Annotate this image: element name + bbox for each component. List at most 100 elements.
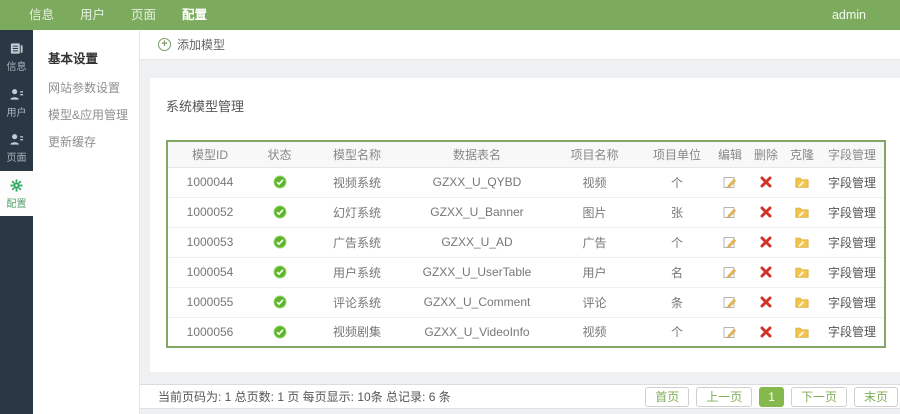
cell-model-id: 1000055 (167, 287, 252, 318)
col-header-clone: 克隆 (784, 141, 820, 168)
cell-model-name: 广告系统 (307, 227, 407, 258)
col-header-model-name: 模型名称 (307, 141, 407, 168)
field-mgmt-link[interactable]: 字段管理 (827, 325, 876, 340)
cell-model-name: 幻灯系统 (307, 197, 407, 228)
cell-table-name: GZXX_U_Banner (407, 197, 547, 228)
cell-project-name: 视频 (547, 167, 642, 198)
clone-icon[interactable] (795, 325, 809, 339)
delete-icon[interactable] (759, 205, 773, 219)
delete-icon[interactable] (759, 235, 773, 249)
add-model-button[interactable]: + 添加模型 (158, 36, 225, 53)
nav-item-users[interactable]: 用户 (80, 8, 106, 22)
nav-item-pages[interactable]: 页面 (131, 8, 157, 22)
top-navbar: 信息 用户 页面 配置 admin (0, 0, 900, 30)
table-row: 1000053 广告系统 GZXX_U_AD 广告 个 字段管理 (167, 227, 885, 258)
cell-table-name: GZXX_U_VideoInfo (424, 324, 530, 339)
clone-icon[interactable] (795, 205, 809, 219)
field-mgmt-link[interactable]: 字段管理 (827, 265, 876, 280)
sidebar-item-info[interactable]: 信息 (0, 34, 33, 80)
cell-project-unit: 条 (642, 287, 712, 318)
sidebar-item-config[interactable]: 配置 (0, 170, 33, 216)
submenu-item-refresh-cache[interactable]: 更新缓存 (48, 135, 97, 149)
circle-plus-icon: + (158, 38, 171, 51)
clone-icon[interactable] (795, 235, 809, 249)
user-menu[interactable]: admin (831, 8, 866, 22)
submenu-item-site-params[interactable]: 网站参数设置 (48, 81, 121, 95)
edit-icon[interactable] (723, 205, 737, 219)
edit-icon[interactable] (723, 175, 737, 189)
col-header-field-mgmt: 字段管理 (820, 141, 885, 168)
field-mgmt-link[interactable]: 字段管理 (827, 295, 876, 310)
next-page-button[interactable]: 下一页 (790, 386, 847, 407)
col-header-delete: 删除 (748, 141, 784, 168)
cell-model-name: 视频系统 (307, 167, 407, 198)
field-mgmt-link[interactable]: 字段管理 (827, 205, 876, 220)
action-toolbar: + 添加模型 (140, 30, 900, 60)
prev-page-button[interactable]: 上一页 (696, 386, 753, 407)
submenu-item-basic-settings[interactable]: 基本设置 (48, 52, 99, 66)
cell-project-name: 视频 (582, 325, 607, 340)
top-nav-menu: 信息 用户 页面 配置 (16, 0, 220, 30)
cell-model-name: 评论系统 (307, 287, 407, 318)
cell-model-id: 1000054 (167, 257, 252, 288)
edit-icon[interactable] (723, 325, 737, 339)
col-header-model-id: 模型ID (167, 141, 252, 168)
col-header-project-name: 项目名称 (547, 141, 642, 168)
sidebar-item-label: 用户 (6, 107, 27, 119)
delete-icon[interactable] (759, 295, 773, 309)
status-enabled-icon[interactable] (273, 265, 287, 279)
cell-table-name: GZXX_U_QYBD (407, 167, 547, 198)
model-table: 模型ID 状态 模型名称 数据表名 项目名称 项目单位 编辑 删除 克隆 字段管… (166, 140, 886, 348)
submenu-item-model-app-mgmt[interactable]: 模型&应用管理 (48, 108, 129, 122)
cell-project-unit: 张 (642, 197, 712, 228)
last-page-button[interactable]: 末页 (853, 386, 898, 407)
settings-submenu: 基本设置 网站参数设置 模型&应用管理 更新缓存 (33, 30, 140, 414)
pagination-bar: 当前页码为: 1 总页数: 1 页 每页显示: 10条 总记录: 6 条 首页 … (140, 384, 900, 409)
nav-item-config[interactable]: 配置 (182, 8, 208, 22)
table-row: 1000056 视频剧集 GZXX_U_VideoInfo 视频 个 字段管理 (167, 317, 885, 347)
cell-table-name: GZXX_U_UserTable (407, 257, 547, 288)
status-enabled-icon[interactable] (273, 205, 287, 219)
status-enabled-icon[interactable] (273, 235, 287, 249)
col-header-edit: 编辑 (712, 141, 748, 168)
table-row: 1000052 幻灯系统 GZXX_U_Banner 图片 张 字段管理 (167, 197, 885, 228)
current-page-button[interactable]: 1 (759, 386, 784, 407)
table-row: 1000055 评论系统 GZXX_U_Comment 评论 条 字段管理 (167, 287, 885, 318)
clone-icon[interactable] (795, 265, 809, 279)
status-enabled-icon[interactable] (273, 295, 287, 309)
table-row: 1000054 用户系统 GZXX_U_UserTable 用户 名 字段管理 (167, 257, 885, 288)
col-header-project-unit: 项目单位 (642, 141, 712, 168)
first-page-button[interactable]: 首页 (645, 386, 690, 407)
news-icon (9, 41, 24, 59)
nav-item-info[interactable]: 信息 (29, 8, 55, 22)
sidebar-item-pages[interactable]: 页面 (0, 125, 33, 171)
edit-icon[interactable] (723, 265, 737, 279)
page-icon (9, 132, 24, 150)
sidebar-item-users[interactable]: 用户 (0, 80, 33, 126)
cell-project-unit: 个 (642, 227, 712, 258)
table-body: 1000044 视频系统 GZXX_U_QYBD 视频 个 字段管理 10000… (167, 167, 885, 347)
sidebar-item-label: 信息 (6, 62, 27, 73)
delete-icon[interactable] (759, 325, 773, 339)
col-header-table-name: 数据表名 (407, 141, 547, 168)
edit-icon[interactable] (723, 295, 737, 309)
field-mgmt-link[interactable]: 字段管理 (827, 175, 876, 190)
field-mgmt-link[interactable]: 字段管理 (827, 235, 876, 250)
icon-sidebar: 信息 用户 页面 配置 (0, 30, 33, 414)
delete-icon[interactable] (759, 265, 773, 279)
sidebar-item-label: 页面 (6, 153, 27, 164)
cell-project-name: 评论 (547, 287, 642, 318)
clone-icon[interactable] (795, 175, 809, 189)
col-header-status: 状态 (252, 141, 307, 168)
add-model-label: 添加模型 (177, 38, 226, 52)
status-enabled-icon[interactable] (273, 325, 287, 339)
sidebar-item-label: 配置 (6, 198, 27, 210)
status-enabled-icon[interactable] (273, 175, 287, 189)
clone-icon[interactable] (795, 295, 809, 309)
delete-icon[interactable] (759, 175, 773, 189)
main-content: + 添加模型 系统模型管理 模型ID 状态 模型名称 数据表名 (140, 30, 900, 414)
cell-project-unit: 个 (642, 167, 712, 198)
edit-icon[interactable] (723, 235, 737, 249)
cell-project-name: 图片 (547, 197, 642, 228)
cell-table-name: GZXX_U_Comment (407, 287, 547, 318)
